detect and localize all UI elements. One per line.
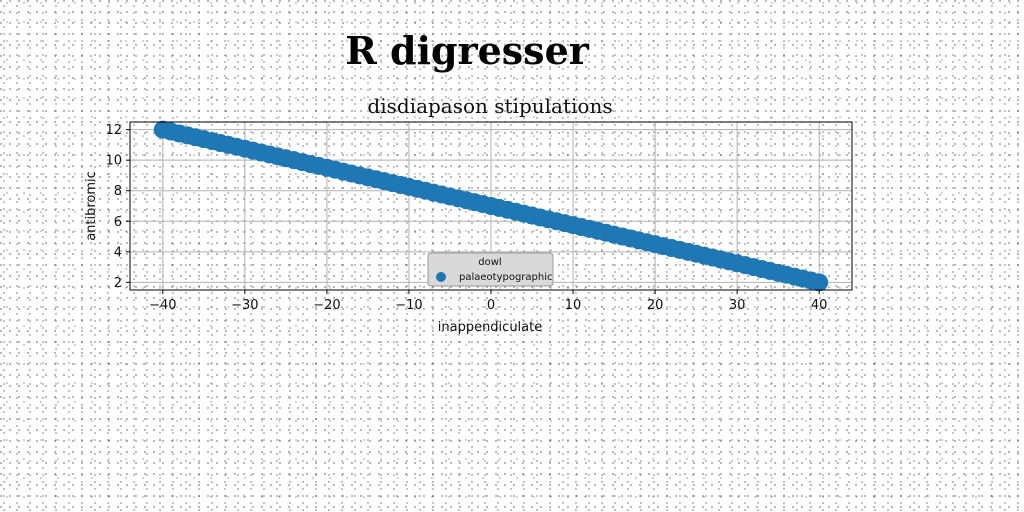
- legend-series-label: palaeotypographic: [459, 272, 553, 283]
- x-tick-label: 20: [647, 298, 664, 313]
- legend: dowl palaeotypographic: [427, 252, 554, 287]
- y-tick-label: 8: [114, 184, 122, 199]
- legend-box: [427, 252, 554, 287]
- y-axis-ticks: 2 4 6 8 10 12: [105, 123, 130, 291]
- x-tick-label: −10: [395, 298, 422, 313]
- x-tick-label: 0: [487, 298, 495, 313]
- y-tick-label: 6: [114, 215, 122, 230]
- x-tick-label: −20: [313, 298, 340, 313]
- y-tick-label: 12: [105, 123, 122, 138]
- page-title: R digresser: [345, 28, 589, 73]
- data-point: [810, 273, 829, 292]
- chart-title: disdiapason stipulations: [367, 94, 612, 118]
- y-axis-label: antibromic: [84, 171, 99, 241]
- x-axis-label: inappendiculate: [438, 320, 542, 335]
- y-tick-label: 10: [105, 154, 122, 169]
- chart-points: [153, 120, 829, 292]
- x-tick-label: −30: [231, 298, 258, 313]
- x-axis-ticks: −40 −30 −20 −10 0 10 20 30 40: [149, 290, 827, 313]
- x-tick-label: 40: [811, 298, 828, 313]
- y-tick-label: 4: [114, 245, 122, 260]
- x-tick-label: −40: [149, 298, 176, 313]
- x-tick-label: 10: [565, 298, 582, 313]
- x-tick-label: 30: [729, 298, 746, 313]
- y-tick-label: 2: [114, 276, 122, 291]
- legend-marker: [436, 272, 446, 282]
- legend-title: dowl: [478, 257, 501, 268]
